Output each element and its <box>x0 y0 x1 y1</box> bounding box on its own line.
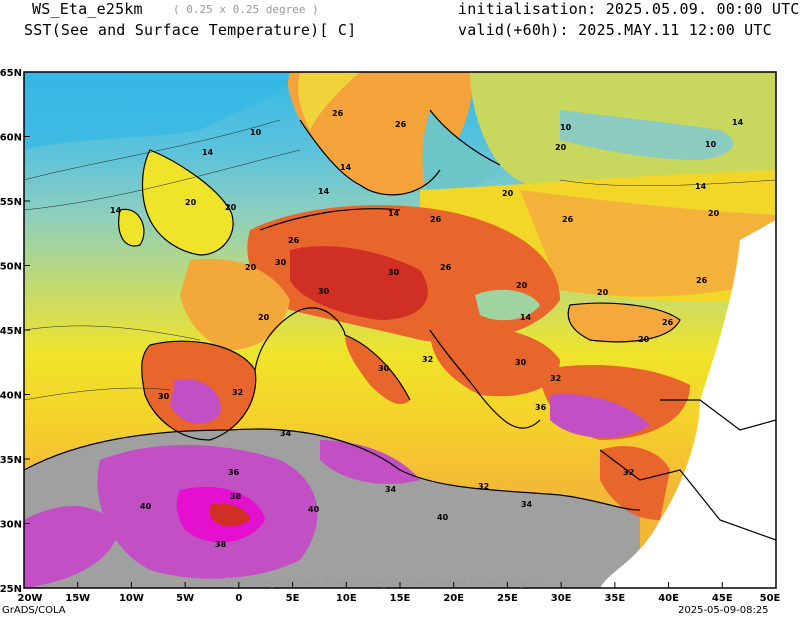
software-credit: GrADS/COLA <box>2 605 66 616</box>
lat-label: 35N <box>0 455 22 466</box>
contour-label: 14 <box>695 182 707 191</box>
lat-label: 25N <box>0 584 22 595</box>
lat-label: 30N <box>0 520 22 531</box>
contour-label: 10 <box>250 128 262 137</box>
latitude-axis: 65N 60N 55N 50N 45N 40N 35N 30N 25N <box>0 68 30 595</box>
contour-label: 30 <box>378 364 390 373</box>
map-field <box>24 72 776 588</box>
lon-label: 30E <box>551 593 572 604</box>
valid-time: valid(+60h): 2025.MAY.11 12:00 UTC <box>458 21 772 39</box>
contour-label: 30 <box>388 268 400 277</box>
isotherms <box>24 119 776 401</box>
contour-label: 20 <box>502 189 514 198</box>
lon-label: 10W <box>119 593 144 604</box>
contour-label: 26 <box>288 236 300 245</box>
lon-label: 5W <box>176 593 194 604</box>
contour-label: 32 <box>623 468 634 477</box>
contour-label: 14 <box>520 313 532 322</box>
lon-label: 45E <box>712 593 733 604</box>
coastlines <box>24 109 776 541</box>
watermark: Hydrological and Meteorological service … <box>224 575 538 588</box>
contour-label: 14 <box>732 118 744 127</box>
contour-label: 26 <box>430 215 442 224</box>
contour-label: 10 <box>560 123 572 132</box>
contour-label: 20 <box>258 313 270 322</box>
contour-label: 20 <box>185 198 197 207</box>
lon-label: 50E <box>760 593 781 604</box>
lon-label: 40E <box>658 593 679 604</box>
lon-label: 0 <box>235 593 242 604</box>
contour-label: 40 <box>437 513 449 522</box>
model-resolution: ( 0.25 x 0.25 degree ) <box>173 3 319 16</box>
contour-label: 32 <box>232 388 243 397</box>
contour-labels: 10 10 14 14 14 14 14 14 20 20 20 20 20 2… <box>110 109 744 549</box>
contour-label: 34 <box>385 485 397 494</box>
contour-label: 34 <box>521 500 533 509</box>
contour-label: 40 <box>140 502 152 511</box>
lat-label: 55N <box>0 197 22 208</box>
contour-label: 26 <box>332 109 344 118</box>
contour-label: 10 <box>705 140 717 149</box>
contour-label: 26 <box>562 215 574 224</box>
contour-label: 20 <box>597 288 609 297</box>
lat-label: 45N <box>0 326 22 337</box>
lon-label: 15W <box>65 593 90 604</box>
contour-label: 14 <box>318 187 330 196</box>
contour-label: 34 <box>280 429 292 438</box>
contour-label: 26 <box>395 120 407 129</box>
contour-label: 38 <box>230 492 242 501</box>
generation-timestamp: 2025-05-09-08:25 <box>678 605 769 616</box>
lat-label: 50N <box>0 262 22 273</box>
contour-label: 14 <box>110 206 122 215</box>
contour-label: 20 <box>225 203 237 212</box>
field-title: SST(See and Surface Temperature)[ C] <box>24 21 357 39</box>
lon-label: 20E <box>443 593 464 604</box>
lon-label: 5E <box>286 593 300 604</box>
contour-label: 40 <box>308 505 320 514</box>
contour-label: 20 <box>555 143 567 152</box>
contour-label: 30 <box>275 258 287 267</box>
contour-label: 20 <box>708 209 720 218</box>
lat-label: 60N <box>0 133 22 144</box>
contour-label: 14 <box>202 148 214 157</box>
lon-label: 20W <box>18 593 43 604</box>
contour-label: 26 <box>662 318 674 327</box>
lon-label: 25E <box>497 593 518 604</box>
contour-label: 14 <box>340 163 352 172</box>
lat-label: 65N <box>0 68 22 79</box>
contour-label: 38 <box>215 540 227 549</box>
contour-label: 32 <box>422 355 433 364</box>
contour-label: 30 <box>515 358 527 367</box>
lon-label: 10E <box>336 593 357 604</box>
contour-label: 20 <box>638 335 650 344</box>
contour-label: 36 <box>228 468 240 477</box>
contour-label: 20 <box>245 263 257 272</box>
contour-label: 32 <box>478 482 489 491</box>
contour-label: 32 <box>550 374 561 383</box>
contour-label: 30 <box>318 287 330 296</box>
lon-label: 15E <box>390 593 411 604</box>
contour-label: 14 <box>388 209 400 218</box>
longitude-axis: 20W 15W 10W 5W 0 5E 10E 15E 20E 25E 30E 35E 40E 45E 50… <box>18 582 781 604</box>
contour-label: 30 <box>158 392 170 401</box>
contour-label: 20 <box>516 281 528 290</box>
contour-label: 26 <box>440 263 452 272</box>
lat-label: 40N <box>0 391 22 402</box>
contour-label: 26 <box>696 276 708 285</box>
lon-label: 35E <box>604 593 625 604</box>
model-name: WS_Eta_e25km <box>32 0 143 18</box>
contour-label: 36 <box>535 403 547 412</box>
initialisation-time: initialisation: 2025.05.09. 00:00 UTC <box>458 0 800 18</box>
